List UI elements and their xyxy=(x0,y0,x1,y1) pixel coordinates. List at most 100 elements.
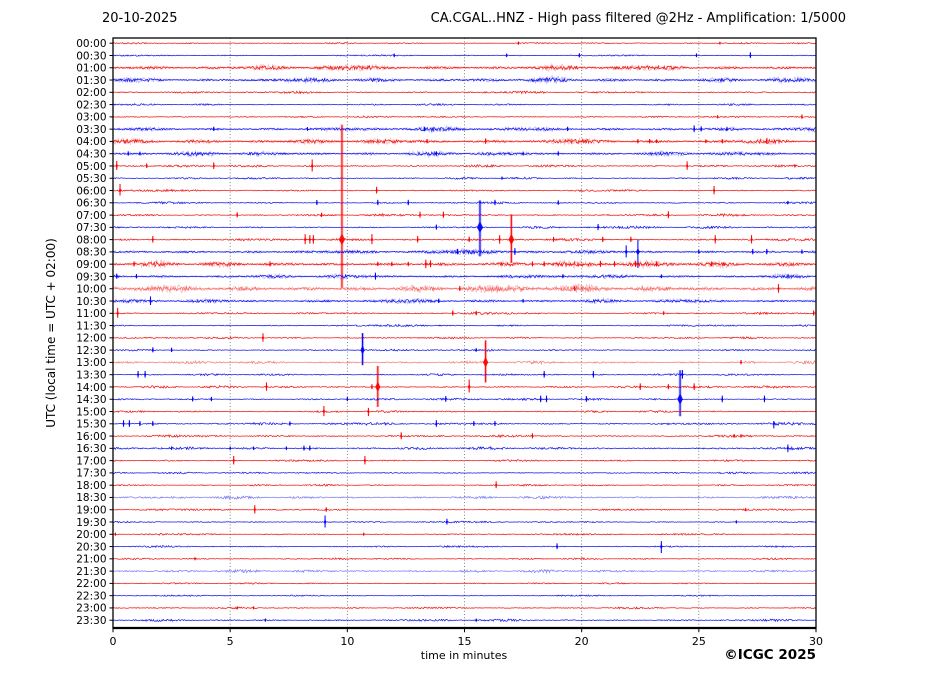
event-blob xyxy=(252,446,255,451)
trace-row-1700 xyxy=(112,456,816,465)
event-blob xyxy=(375,381,381,392)
event-blob xyxy=(325,507,328,512)
y-tick-label: 14:30 xyxy=(76,394,106,406)
x-tick-label: 15 xyxy=(458,635,472,648)
y-tick-label: 12:30 xyxy=(76,345,106,357)
trace-baseline xyxy=(112,568,817,575)
event-blob xyxy=(495,482,498,488)
event-blob xyxy=(800,114,803,119)
x-tick-label: 5 xyxy=(227,635,234,648)
event-blob xyxy=(236,605,239,610)
x-tick-label: 30 xyxy=(809,635,823,648)
event-blob xyxy=(265,384,268,390)
event-blob xyxy=(212,126,215,132)
event-blob xyxy=(482,357,489,368)
trace-row-0430 xyxy=(112,149,816,159)
event-blob xyxy=(719,41,721,46)
trace-baseline xyxy=(112,409,816,414)
event-blob xyxy=(543,261,546,267)
trace-baseline xyxy=(112,495,816,501)
event-blob xyxy=(484,138,487,144)
y-tick-label: 20:00 xyxy=(76,529,106,541)
event-blob xyxy=(390,261,393,267)
event-blob xyxy=(596,224,600,230)
event-blob xyxy=(740,360,743,365)
event-blob xyxy=(765,138,768,144)
event-blob xyxy=(740,433,742,439)
x-tick-label: 0 xyxy=(110,635,117,648)
y-tick-label: 09:00 xyxy=(76,259,106,271)
copyright-credit: ©ICGC 2025 xyxy=(724,647,816,663)
event-blob xyxy=(793,163,796,168)
trace-baseline xyxy=(112,311,816,316)
event-blob xyxy=(144,372,147,377)
trace-baseline xyxy=(112,397,816,402)
trace-baseline xyxy=(112,138,817,145)
x-tick-label: 20 xyxy=(575,635,589,648)
event-blob xyxy=(322,408,326,415)
y-tick-label: 19:00 xyxy=(76,505,106,517)
event-blob xyxy=(312,236,315,243)
event-blob xyxy=(374,273,377,279)
trace-baseline xyxy=(112,323,817,328)
event-blob xyxy=(812,310,815,316)
event-blob xyxy=(370,236,374,243)
trace-baseline xyxy=(112,359,817,365)
trace-row-1830 xyxy=(112,495,816,501)
event-blob xyxy=(451,310,454,316)
event-blob xyxy=(662,310,665,316)
trace-row-0630 xyxy=(112,199,816,206)
trace-baseline xyxy=(112,273,816,280)
y-tick-label: 08:00 xyxy=(76,234,106,246)
event-blob xyxy=(426,139,429,144)
event-blob xyxy=(302,445,306,451)
event-blob xyxy=(303,236,307,243)
event-blob xyxy=(693,384,696,390)
event-blob xyxy=(151,347,154,353)
y-tick-label: 23:00 xyxy=(76,603,106,615)
y-tick-label: 06:30 xyxy=(76,198,106,210)
y-tick-label: 08:30 xyxy=(76,247,106,259)
event-blob xyxy=(725,126,728,132)
trace-row-0930 xyxy=(112,272,817,280)
y-tick-label: 00:00 xyxy=(76,38,106,50)
event-blob xyxy=(423,126,426,132)
trace-row-0030 xyxy=(112,52,816,59)
event-blob xyxy=(288,421,291,426)
y-tick-label: 04:00 xyxy=(76,136,106,148)
event-blob xyxy=(744,507,747,512)
y-tick-label: 05:30 xyxy=(76,173,106,185)
event-blob xyxy=(400,433,403,439)
event-blob xyxy=(145,163,148,169)
event-blob xyxy=(393,53,396,58)
y-tick-label: 17:30 xyxy=(76,468,106,480)
trace-baseline xyxy=(112,544,816,549)
trace-row-1900 xyxy=(112,505,816,514)
event-blob xyxy=(772,421,775,426)
event-blob xyxy=(601,237,604,242)
event-blob xyxy=(367,408,370,414)
event-blob xyxy=(578,53,581,58)
event-blob xyxy=(418,212,422,218)
event-blob xyxy=(556,544,559,549)
trace-row-1730 xyxy=(112,471,816,475)
event-blob xyxy=(360,345,365,355)
event-blob xyxy=(151,237,154,242)
event-blob xyxy=(700,126,703,132)
event-blob xyxy=(236,212,239,218)
event-blob xyxy=(721,139,724,144)
trace-baseline xyxy=(112,421,816,426)
trace-row-2300 xyxy=(112,605,817,610)
trace-baseline xyxy=(112,212,816,218)
event-blob xyxy=(543,372,546,377)
event-blob xyxy=(138,151,141,156)
event-blob xyxy=(115,274,118,279)
event-blob xyxy=(115,163,118,169)
trace-baseline xyxy=(112,188,816,193)
y-tick-label: 10:30 xyxy=(76,296,106,308)
y-tick-label: 21:00 xyxy=(76,554,106,566)
event-blob xyxy=(310,162,314,169)
trace-baseline xyxy=(112,115,816,119)
event-blob xyxy=(786,445,790,451)
